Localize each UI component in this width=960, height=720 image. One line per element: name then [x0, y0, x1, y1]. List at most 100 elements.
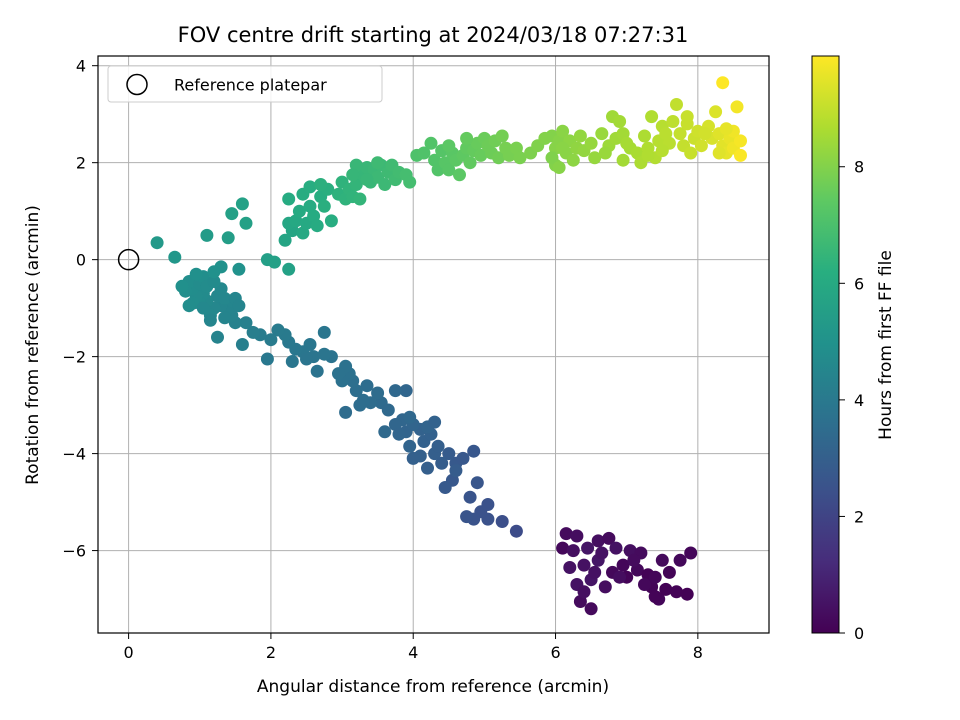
- scatter-point: [559, 527, 573, 541]
- scatter-point: [406, 451, 420, 465]
- y-tick-label: 2: [76, 154, 86, 173]
- y-tick-label: 0: [76, 251, 86, 270]
- scatter-point: [314, 178, 328, 191]
- scatter-point: [602, 531, 616, 545]
- scatter-point: [168, 250, 182, 264]
- scatter-point: [403, 439, 417, 453]
- scatter-point: [584, 602, 598, 616]
- scatter-point: [360, 173, 374, 187]
- colorbar-gradient: [811, 55, 840, 634]
- scatter-point: [595, 546, 609, 560]
- legend: Reference platepar: [107, 65, 383, 103]
- scatter-point: [563, 561, 577, 574]
- scatter-point: [403, 175, 417, 189]
- scatter-point: [378, 178, 392, 191]
- x-tick-label: 6: [550, 643, 560, 662]
- scatter-point: [239, 216, 253, 230]
- colorbar-label: Hours from first FF file: [876, 250, 896, 440]
- scatter-point: [719, 122, 733, 136]
- colorbar: 0 2 4 6 8 Hours from first FF file: [811, 55, 896, 643]
- scatter-point: [684, 546, 698, 560]
- scatter-point: [670, 98, 683, 111]
- scatter-point: [150, 236, 164, 250]
- scatter-point: [460, 510, 474, 524]
- scatter-point: [734, 148, 747, 162]
- x-tick-label: 2: [266, 643, 276, 662]
- scatter-point: [282, 192, 296, 206]
- scatter-point: [235, 338, 249, 351]
- scatter-point: [235, 197, 249, 211]
- scatter-point: [303, 180, 317, 194]
- scatter-point: [556, 141, 570, 155]
- scatter-point: [428, 415, 442, 429]
- scatter-point: [655, 144, 669, 158]
- scatter-point: [360, 379, 374, 393]
- scatter-point: [556, 541, 570, 555]
- scatter-point: [595, 127, 609, 141]
- scatter-point: [680, 110, 694, 124]
- scatter-point: [680, 587, 694, 601]
- scatter-point: [588, 151, 602, 165]
- scatter-point: [399, 384, 413, 398]
- scatter-point: [182, 299, 196, 313]
- scatter-point: [300, 352, 313, 366]
- scatter-point: [421, 461, 434, 475]
- scatter-point: [378, 425, 392, 439]
- scatter-point: [734, 134, 747, 148]
- scatter-point: [218, 291, 232, 305]
- y-axis-label: Rotation from reference (arcmin): [23, 205, 43, 485]
- scatter-point: [470, 476, 484, 490]
- y-tick-label: 4: [76, 57, 86, 76]
- scatter-point: [207, 265, 221, 279]
- scatter-point: [666, 115, 680, 128]
- scatter-point: [495, 515, 509, 528]
- scatter-point: [577, 558, 591, 572]
- scatter-point: [442, 139, 456, 153]
- scatter-point: [268, 255, 281, 269]
- scatter-point: [246, 325, 260, 339]
- scatter-point: [648, 590, 662, 604]
- scatter-point: [317, 325, 331, 339]
- data-points: [150, 76, 747, 616]
- scatter-point: [716, 76, 730, 90]
- scatter-point: [456, 451, 470, 465]
- colorbar-tick-label: 0: [854, 624, 864, 643]
- scatter-point: [673, 127, 687, 141]
- scatter-point: [581, 541, 595, 555]
- scatter-point: [613, 570, 627, 584]
- scatter-point: [196, 301, 210, 315]
- scatter-point: [285, 355, 299, 368]
- scatter-point: [474, 148, 488, 162]
- y-axis-ticks: −6 −4 −2 0 2 4: [62, 57, 98, 561]
- scatter-point: [317, 199, 331, 213]
- scatter-point: [709, 105, 723, 119]
- scatter-point: [371, 386, 385, 400]
- scatter-point: [552, 161, 566, 174]
- scatter-point: [591, 534, 605, 548]
- scatter-point: [659, 582, 673, 596]
- scatter-point: [545, 151, 559, 165]
- scatter-point: [260, 352, 274, 366]
- scatter-point: [467, 444, 481, 458]
- scatter-point: [353, 398, 367, 412]
- scatter-point: [463, 490, 477, 504]
- scatter-point: [730, 100, 744, 114]
- y-tick-label: −4: [62, 445, 86, 464]
- scatter-point: [175, 279, 189, 293]
- scatter-point: [492, 151, 506, 165]
- scatter-point: [662, 565, 676, 579]
- scatter-point: [573, 129, 587, 143]
- scatter-point: [641, 148, 655, 162]
- scatter-point: [310, 364, 324, 378]
- colorbar-tick-label: 4: [854, 391, 864, 410]
- scatter-point: [495, 129, 509, 143]
- y-tick-label: −2: [62, 348, 86, 367]
- scatter-point: [310, 219, 324, 233]
- scatter-point: [211, 330, 224, 344]
- scatter-point: [684, 146, 698, 160]
- x-tick-label: 4: [408, 643, 418, 662]
- scatter-point: [332, 367, 345, 381]
- scatter-point: [264, 333, 278, 347]
- scatter-point: [324, 214, 338, 228]
